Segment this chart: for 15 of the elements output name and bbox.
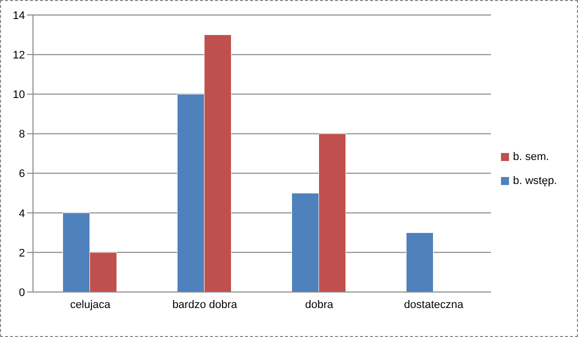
y-tick-label: 10 xyxy=(12,89,25,102)
legend-label: b. wstęp. xyxy=(512,174,557,186)
x-tick-label: dostateczna xyxy=(404,298,464,311)
bar xyxy=(406,232,434,292)
y-tick-label: 12 xyxy=(12,49,25,62)
y-tick-label: 0 xyxy=(18,286,25,299)
x-tick-label: bardzo dobra xyxy=(172,298,238,311)
x-tick-label: dobra xyxy=(305,298,334,311)
y-tick-label: 6 xyxy=(18,168,25,180)
y-tick-label: 4 xyxy=(18,208,25,220)
y-tick-label: 14 xyxy=(12,10,25,22)
legend-label: b. sem. xyxy=(512,150,550,162)
y-tick-label: 2 xyxy=(18,247,25,260)
y-tick-label: 8 xyxy=(18,128,25,141)
x-tick-label: celujaca xyxy=(70,298,112,311)
